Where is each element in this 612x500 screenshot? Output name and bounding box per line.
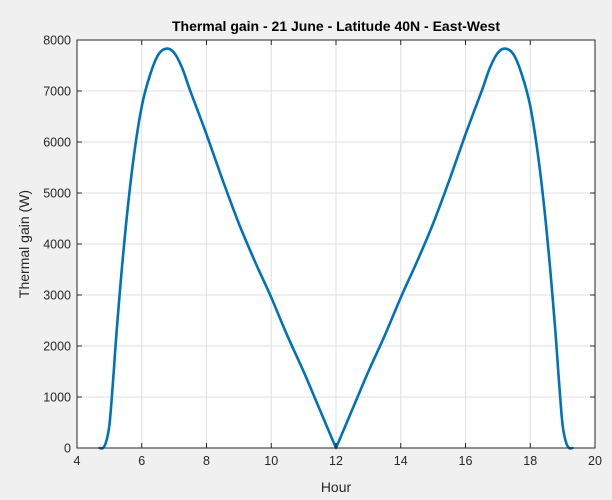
x-tick-label: 4 xyxy=(74,454,81,468)
x-tick-label: 18 xyxy=(523,454,537,468)
x-tick-label: 16 xyxy=(459,454,473,468)
y-tick-label: 3000 xyxy=(43,289,71,303)
y-axis-label: Thermal gain (W) xyxy=(16,190,32,298)
chart-title: Thermal gain - 21 June - Latitude 40N - … xyxy=(172,18,500,34)
y-tick-label: 7000 xyxy=(43,85,71,99)
y-tick-label: 5000 xyxy=(43,187,71,201)
grid xyxy=(77,40,595,448)
x-tick-label: 20 xyxy=(588,454,602,468)
x-tick-label: 6 xyxy=(138,454,145,468)
x-tick-label: 12 xyxy=(329,454,343,468)
y-tick-label: 0 xyxy=(64,442,71,456)
ticks xyxy=(76,39,596,449)
tick-labels: 4 6 8 10 12 14 16 18 20 0 1000 2000 3000 4000 5000 6000… xyxy=(43,34,602,469)
y-tick-label: 8000 xyxy=(43,34,71,48)
x-tick-label: 14 xyxy=(394,454,408,468)
y-tick-label: 6000 xyxy=(43,136,71,150)
x-tick-label: 10 xyxy=(264,454,278,468)
y-tick-label: 1000 xyxy=(43,391,71,405)
y-tick-label: 2000 xyxy=(43,340,71,354)
x-axis-label: Hour xyxy=(321,479,352,495)
x-tick-label: 8 xyxy=(203,454,210,468)
y-tick-label: 4000 xyxy=(43,238,71,252)
